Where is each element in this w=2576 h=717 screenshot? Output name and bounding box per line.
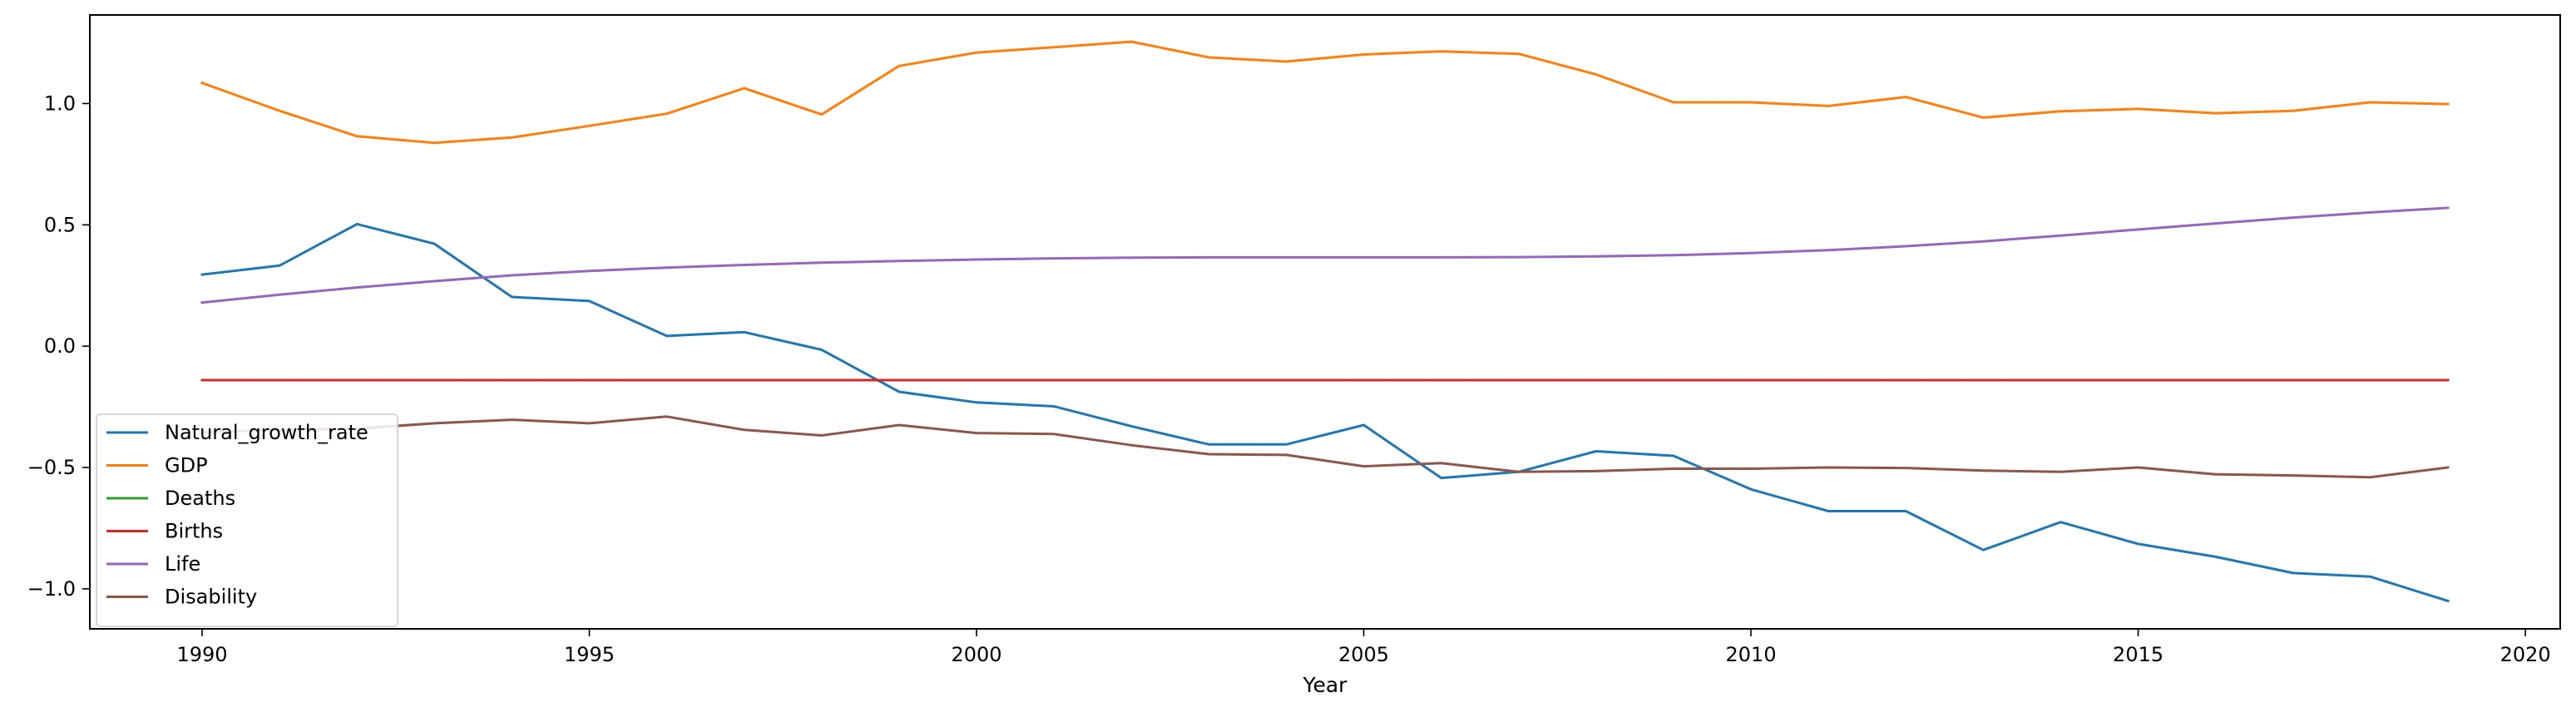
y-tick-label: 1.0 [44, 91, 76, 115]
y-tick-label: −0.5 [27, 456, 76, 479]
x-axis-label: Year [1303, 673, 1348, 697]
x-tick-label: 1995 [564, 643, 615, 666]
y-tick-label: −1.0 [27, 577, 76, 601]
x-tick-label: 2015 [2113, 643, 2163, 666]
x-tick-label: 2010 [1726, 643, 1777, 666]
legend-label: GDP [165, 454, 208, 477]
plot-lines [200, 40, 2450, 603]
legend-label: Deaths [165, 487, 235, 510]
plot-frame [89, 14, 2561, 630]
series-line-life [200, 206, 2450, 304]
x-tick-label: 2020 [2500, 643, 2551, 666]
series-line-gdp [200, 40, 2450, 145]
x-tick-label: 2000 [951, 643, 1001, 666]
legend-label: Life [165, 552, 200, 576]
legend-label: Natural_growth_rate [165, 421, 368, 444]
legend-box [96, 413, 398, 627]
legend-label: Births [165, 520, 223, 543]
legend-label: Disability [165, 586, 257, 609]
legend: Natural_growth_rate GDP Deaths Births Life Di… [96, 413, 398, 627]
y-tick-label: 0.5 [44, 213, 76, 236]
x-tick-label: 1990 [176, 643, 227, 666]
x-axis: 1990 1995 2000 2005 2010 2015 2020 [176, 629, 2551, 666]
series-line-natural-growth-rate [200, 222, 2450, 603]
y-axis: −1.0 −0.5 0.0 0.5 1.0 [27, 91, 90, 601]
series-line-disability [200, 415, 2450, 479]
x-tick-label: 2005 [1338, 643, 1389, 666]
y-tick-label: 0.0 [44, 334, 76, 358]
